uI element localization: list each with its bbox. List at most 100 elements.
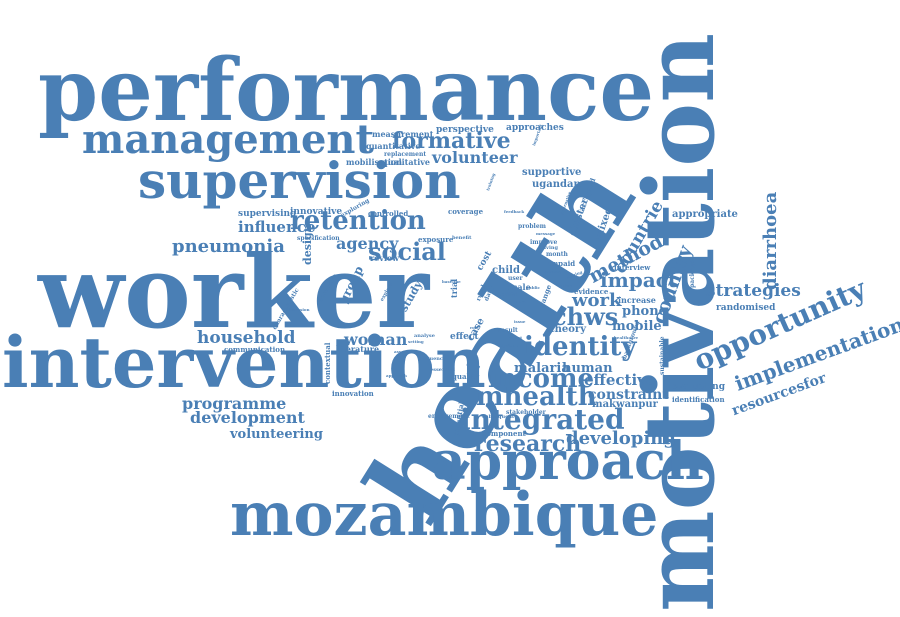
word-human: human [562, 361, 613, 376]
word-chws: chws [552, 302, 619, 331]
word-constraint: constraint [588, 387, 669, 403]
word-effect: effect [450, 332, 479, 342]
word-household: household [197, 328, 296, 348]
word-quality: quality [452, 372, 480, 381]
word-communication: communication [224, 345, 286, 354]
word-review: review [370, 253, 399, 263]
word-setting: setting [408, 339, 424, 344]
word-theory: theory [550, 324, 587, 335]
word-value: value [560, 283, 572, 288]
word-discussion: discussion [286, 307, 310, 312]
word-solving: solving [538, 245, 558, 251]
word-strategies: strategies [706, 281, 801, 301]
word-integrated: integrated [460, 403, 625, 436]
word-message: message [536, 231, 556, 236]
word-exposure: exposure [418, 235, 454, 244]
word-specification: specification [297, 235, 340, 242]
word-retention: retention [290, 206, 426, 236]
word-measurement: measurement [372, 129, 434, 139]
word-innovation: innovation [332, 389, 374, 398]
word-role: role [470, 325, 479, 330]
word-approaches: approaches [506, 123, 564, 133]
word-mozambique: mozambique [230, 480, 659, 550]
word-supportive: supportive [522, 167, 582, 178]
word-scale: scale [508, 282, 531, 292]
word-research: research [474, 431, 582, 457]
word-interview: interview [614, 263, 651, 272]
word-analyse: analyse [414, 333, 435, 339]
word-appropriate: appropriate [672, 209, 738, 220]
word-contextual: contextual [323, 342, 332, 384]
word-ugandan: ugandan [532, 179, 581, 190]
word-income: income [488, 364, 595, 394]
word-user: user [508, 275, 523, 282]
word-benefit: benefit [452, 235, 472, 241]
word-programme: programme [182, 394, 287, 413]
word-terms: terms [498, 291, 518, 298]
word-supervising: supervising [238, 209, 297, 219]
word-development: development [190, 408, 305, 427]
word-agency: agency [336, 234, 399, 253]
word-primary: primary [544, 269, 562, 274]
word-diarrhoea: diarrhoea [760, 191, 781, 290]
word-identity: identity [524, 332, 637, 362]
word-innovative: innovative [290, 207, 343, 217]
word-result: result [498, 327, 518, 334]
word-healthcare: healthcare [614, 335, 638, 340]
word-unpaid: unpaid [548, 259, 576, 268]
word-woman: woman [344, 330, 408, 349]
word-component: component [482, 429, 526, 438]
word-mhealth: mhealth [476, 382, 597, 412]
word-baseline: baseline [442, 279, 461, 284]
word-month: month [546, 251, 568, 258]
word-essential: essential [430, 367, 455, 373]
word-influence: influence [238, 218, 316, 236]
word-feedback: feedback [504, 209, 525, 214]
word-improve: improve [530, 239, 558, 246]
word-replacement: replacement [384, 151, 427, 158]
word-approach: approach [432, 431, 704, 492]
word-randomised: randomised [716, 303, 776, 313]
word-stakeholder: stakeholder [506, 409, 546, 416]
word-care: care [516, 299, 526, 304]
word-mobile: mobile [612, 319, 662, 334]
word-system: system [500, 343, 520, 349]
word-design: design [301, 224, 314, 265]
word-subsequent: subsequent [482, 414, 515, 420]
word-issue: issue [514, 319, 526, 324]
word-volunteer: volunteer [432, 148, 518, 167]
word-management: management [82, 116, 374, 163]
word-evidence: evidence [574, 287, 609, 296]
word-effective: effective [584, 371, 656, 389]
word-engagement: engagement [428, 413, 470, 420]
word-mobilisation: mobilisation [346, 157, 403, 167]
word-worker: worker [38, 233, 430, 351]
word-phone: phone [622, 304, 667, 319]
word-volunteering: volunteering [230, 427, 323, 442]
word-makwanpur: makwanpur [592, 399, 658, 410]
word-training: training [485, 172, 496, 192]
word-intervention: intervention [2, 321, 486, 404]
word-performance: performance [38, 40, 655, 141]
word-controlled: controlled [368, 209, 409, 218]
word-formative: formative [392, 128, 511, 154]
word-pneumonia: pneumonia [172, 236, 285, 257]
word-supervision: supervision [138, 151, 461, 210]
word-increase: increase [618, 295, 656, 305]
word-social: social [368, 237, 446, 266]
word-frequency: frequency [418, 356, 446, 362]
word-coverage: coverage [448, 207, 484, 216]
word-impact: impact [600, 268, 678, 292]
word-report: report [508, 335, 523, 340]
word-identification: identification [672, 395, 725, 404]
word-problem: problem [518, 223, 546, 230]
word-package: package [689, 260, 696, 288]
word-sustainable: sustainable [659, 336, 666, 375]
word-developing: developing [566, 428, 676, 449]
word-approach-small: approach [386, 373, 407, 378]
word-evaluating: evaluating [672, 382, 725, 392]
word-work: work [572, 290, 622, 311]
word-public: public [526, 285, 540, 290]
word-perspective: perspective [436, 125, 494, 135]
